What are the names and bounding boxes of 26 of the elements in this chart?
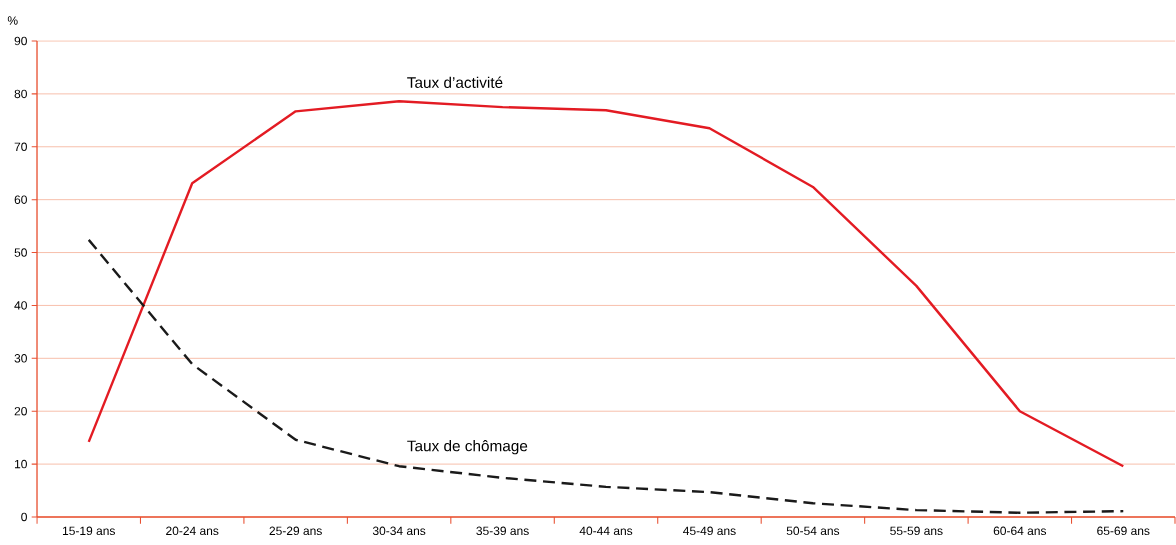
x-tick-label: 25-29 ans: [269, 526, 322, 536]
y-tick-label: 20: [14, 406, 27, 416]
x-tick-label: 40-44 ans: [579, 526, 633, 536]
line-series: [87, 238, 1125, 514]
x-tick-label: 20-24 ans: [166, 526, 219, 536]
x-tick-label: 60-64 ans: [993, 526, 1047, 536]
x-tick-label: 50-54 ans: [786, 526, 840, 536]
y-tick-label: 30: [14, 354, 27, 363]
x-tick-label: 65-69 ans: [1097, 526, 1150, 536]
x-tick-label: 55-59 ans: [890, 526, 943, 536]
y-tick-label: 50: [14, 248, 27, 257]
series-label: Taux de chômage: [407, 440, 528, 455]
y-tick-label: 90: [14, 36, 27, 46]
x-tick-label: 35-39 ans: [476, 526, 529, 536]
y-tick-label: 60: [14, 195, 27, 204]
y-tick-label: 10: [14, 459, 27, 469]
x-tick-label: 45-49 ans: [683, 526, 736, 536]
series-label: Taux d’activité: [407, 76, 503, 88]
y-tick-label: 0: [21, 512, 27, 522]
x-tick-label: 15-19 ans: [62, 526, 115, 536]
y-tick-label: 70: [14, 142, 27, 152]
x-tick-label: 30-34 ans: [372, 526, 426, 536]
y-axis-title: %: [7, 16, 18, 25]
y-tick-label: 80: [14, 89, 27, 99]
line-series: [87, 100, 1125, 468]
y-tick-label: 40: [14, 301, 27, 310]
